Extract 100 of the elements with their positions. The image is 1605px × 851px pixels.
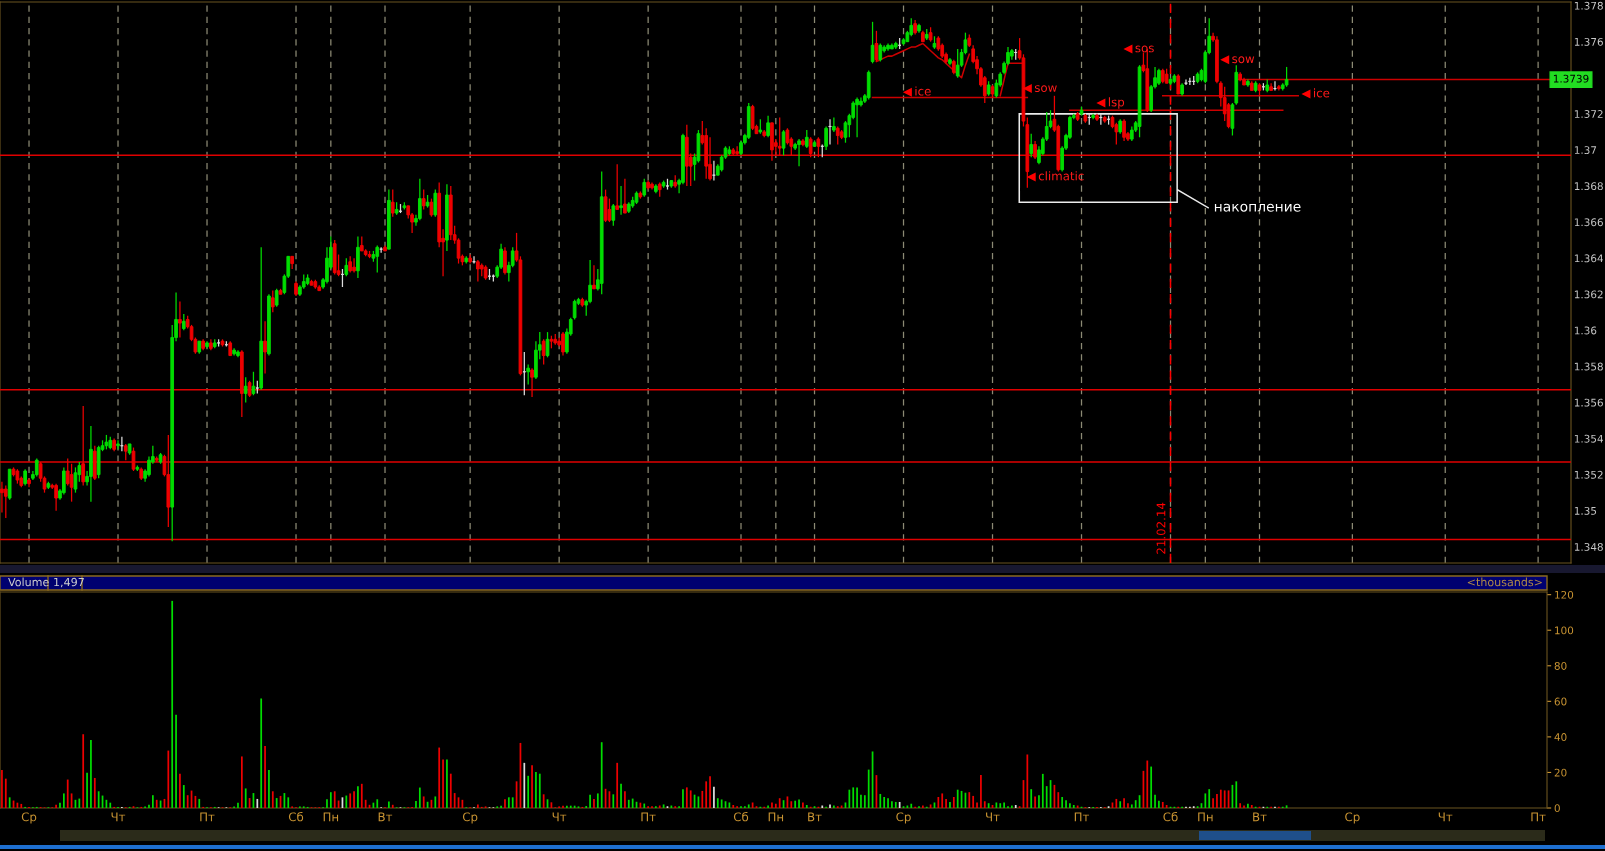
x-tick-label: Сб xyxy=(1163,811,1178,822)
candlestick xyxy=(54,483,58,512)
x-tick-label: Ср xyxy=(21,812,37,824)
x-tick-label: Пт xyxy=(1531,812,1546,822)
candlestick xyxy=(994,78,999,99)
candlestick xyxy=(855,96,859,138)
candlestick xyxy=(456,237,461,265)
y-tick-label: 20 xyxy=(1554,768,1567,777)
candlestick xyxy=(476,259,480,283)
candlestick xyxy=(1284,66,1289,88)
candlestick xyxy=(274,288,279,308)
candlestick xyxy=(178,300,182,339)
x-tick-label: Чт xyxy=(1438,812,1453,822)
point xyxy=(1301,89,1311,99)
candlestick xyxy=(0,481,4,514)
y-tick-label: 1.354 xyxy=(1574,434,1604,443)
y-tick-label: 100 xyxy=(1555,626,1574,635)
x-tick-label: Вт xyxy=(808,812,822,822)
annotation: climatic xyxy=(1038,171,1084,181)
candlestick xyxy=(611,203,616,227)
x-tick-label: Ср xyxy=(896,812,911,824)
text: 21.02.14 xyxy=(1156,502,1166,554)
candlestick xyxy=(545,331,550,358)
y-tick-label: 1.356 xyxy=(1574,398,1603,407)
candlestick xyxy=(623,178,627,214)
y-tick-label: 120 xyxy=(1555,590,1574,599)
candlestick xyxy=(607,197,612,223)
candlestick xyxy=(619,185,623,216)
candlestick xyxy=(859,96,863,108)
y-tick-label: 1.352 xyxy=(1574,470,1603,479)
annotation: sow xyxy=(1232,56,1255,64)
x-tick-label: Чт xyxy=(111,812,126,822)
y-tick-label: 1.35 xyxy=(1574,506,1597,515)
x-tick-label: Пн xyxy=(768,812,784,822)
point xyxy=(1096,98,1106,108)
candlestick xyxy=(832,116,836,133)
candlestick xyxy=(797,138,801,167)
candlestick xyxy=(781,129,786,156)
candlestick xyxy=(3,484,8,519)
candlestick xyxy=(526,363,531,386)
point xyxy=(902,87,912,97)
candlestick xyxy=(808,136,813,158)
candlestick xyxy=(503,246,507,276)
y-tick-label: 40 xyxy=(1554,733,1567,741)
x-tick-label: Пт xyxy=(200,812,215,822)
x-tick-label: Вт xyxy=(1253,812,1267,822)
annotation: накопление xyxy=(1214,203,1301,212)
x-tick-label: Пн xyxy=(1198,812,1213,822)
candlestick xyxy=(390,188,395,218)
x-tick-label: Пн xyxy=(323,812,339,822)
y-tick-label: 1.366 xyxy=(1574,218,1603,227)
annotation: sow xyxy=(1034,85,1057,93)
annotation: ice xyxy=(915,86,931,96)
point xyxy=(1026,172,1036,182)
annotation: lsp xyxy=(1108,97,1125,109)
candlestick xyxy=(421,188,426,211)
candlestick xyxy=(603,188,608,223)
x-tick-label: Вт xyxy=(378,812,393,822)
candlestick xyxy=(615,163,620,211)
candlestick xyxy=(116,439,120,450)
candlestick xyxy=(34,457,39,478)
annotation: ice xyxy=(1314,88,1330,98)
chart-title: Volume xyxy=(8,577,49,587)
candlestick xyxy=(824,125,828,151)
text: 1,497 xyxy=(54,577,84,588)
y-tick-label: 1.372 xyxy=(1574,110,1603,118)
candlestick xyxy=(375,244,380,274)
candlestick xyxy=(572,299,577,321)
point xyxy=(1022,84,1032,94)
x-tick-label: Пт xyxy=(641,812,656,822)
candlestick xyxy=(1033,140,1037,160)
y-tick-label: 1.348 xyxy=(1574,542,1603,551)
candlestick xyxy=(263,320,267,375)
candlestick xyxy=(541,338,546,366)
candlestick xyxy=(433,188,438,218)
candlestick xyxy=(352,257,356,274)
y-tick-label: 80 xyxy=(1554,662,1567,670)
x-tick-label: Чт xyxy=(986,812,1000,822)
candlestick xyxy=(243,376,248,404)
y-tick-label: 60 xyxy=(1554,697,1567,706)
y-tick-label: 1.36 xyxy=(1574,326,1597,335)
x-tick-label: Ср xyxy=(462,812,478,824)
annotation: 1.3739 xyxy=(1553,74,1589,83)
candlestick xyxy=(356,235,360,279)
candlestick xyxy=(835,125,840,146)
candlestick xyxy=(73,466,78,494)
candlestick xyxy=(62,466,66,496)
y-tick-label: 1.362 xyxy=(1574,290,1603,299)
x-tick-label: Сб xyxy=(733,811,749,822)
y-tick-label: 1.378 xyxy=(1574,1,1603,10)
x-tick-label: Чт xyxy=(552,812,567,822)
candlestick xyxy=(429,197,434,218)
candlestick xyxy=(766,115,770,138)
candlestick xyxy=(530,367,534,398)
candlestick xyxy=(735,145,739,156)
y-tick-label: 1.368 xyxy=(1574,182,1603,191)
annotation: sos xyxy=(1135,45,1154,53)
x-tick-label: Ср xyxy=(1345,812,1360,824)
y-tick-label: 1.358 xyxy=(1574,362,1603,371)
y-tick-label: 1.376 xyxy=(1574,37,1603,46)
